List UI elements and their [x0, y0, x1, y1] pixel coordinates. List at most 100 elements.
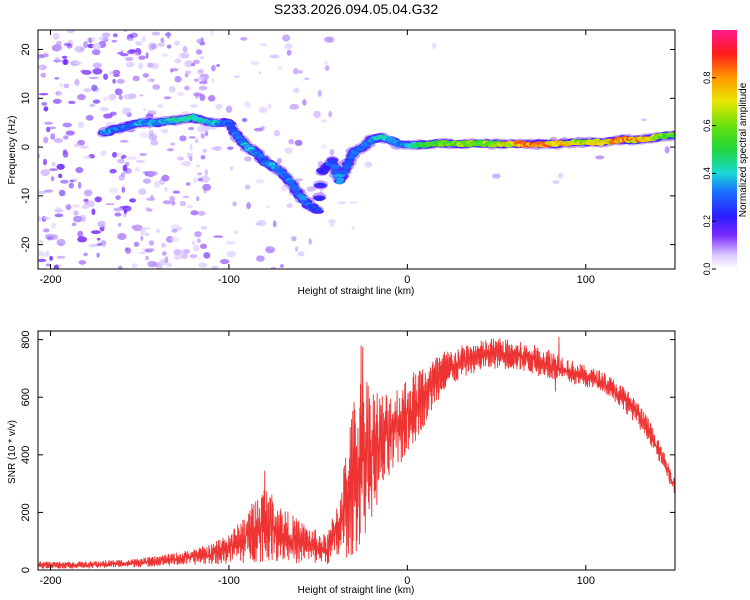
noise-blob [89, 103, 96, 108]
noise-blob [42, 216, 51, 220]
noise-blob [293, 68, 299, 75]
noise-blob [168, 85, 176, 93]
noise-blob [288, 138, 295, 145]
noise-blob [51, 234, 59, 240]
noise-blob [83, 41, 89, 49]
noise-blob [177, 156, 185, 161]
noise-blob [166, 44, 172, 49]
noise-blob [163, 96, 172, 100]
noise-blob [157, 42, 165, 47]
noise-blob [108, 71, 113, 76]
noise-blob [281, 185, 287, 192]
noise-blob [640, 118, 648, 122]
noise-blob [44, 121, 53, 125]
noise-blob [150, 139, 159, 146]
noise-blob [184, 85, 190, 91]
ridge-mark [331, 169, 341, 175]
noise-blob [233, 75, 240, 78]
noise-blob [150, 43, 157, 50]
noise-blob [118, 222, 122, 227]
noise-blob [317, 89, 322, 98]
noise-blob [41, 253, 50, 257]
y-tick-label: 20 [20, 43, 32, 55]
x-tick-label: -200 [39, 575, 61, 587]
noise-blob [140, 228, 146, 236]
noise-blob [150, 194, 154, 202]
noise-blob [258, 106, 268, 114]
noise-blob [53, 59, 62, 63]
noise-blob [119, 205, 129, 209]
noise-blob [138, 251, 147, 255]
noise-blob [92, 68, 103, 75]
noise-blob [51, 162, 56, 167]
y-tick-label: -10 [20, 188, 32, 204]
noise-blob [117, 158, 125, 164]
noise-blob [40, 72, 47, 78]
noise-blob [364, 161, 373, 168]
noise-blob [83, 198, 89, 202]
noise-blob [258, 71, 262, 75]
noise-blob [205, 130, 209, 137]
noise-blob [202, 183, 212, 191]
noise-blob [210, 30, 215, 37]
noise-blob [144, 232, 150, 237]
y-tick-label: 800 [20, 330, 32, 348]
noise-blob [329, 149, 335, 156]
noise-blob [196, 238, 201, 243]
noise-blob [111, 39, 118, 43]
noise-blob [225, 105, 233, 113]
noise-blob [151, 62, 160, 70]
noise-blob [166, 31, 171, 39]
noise-blob [72, 178, 78, 182]
noise-blob [46, 126, 51, 133]
noise-blob [139, 132, 149, 139]
noise-blob [125, 56, 134, 62]
ridge-mark [343, 162, 353, 167]
noise-blob [66, 30, 76, 34]
noise-blob [351, 226, 356, 230]
noise-blob [148, 133, 158, 141]
noise-blob [267, 103, 272, 110]
noise-blob [92, 62, 102, 69]
noise-blob [162, 129, 168, 134]
noise-blob [83, 189, 93, 197]
noise-blob [92, 99, 101, 104]
noise-blob [133, 241, 140, 247]
noise-blob [150, 78, 155, 82]
noise-blob [154, 180, 161, 188]
noise-blob [195, 49, 203, 55]
noise-blob [256, 255, 265, 262]
ridge-mark [337, 177, 345, 182]
noise-blob [121, 154, 127, 159]
noise-blob [51, 222, 57, 229]
ridge-mark [671, 133, 675, 138]
noise-blob [129, 198, 137, 203]
noise-blob [195, 164, 201, 168]
noise-blob [125, 61, 135, 68]
noise-blob [99, 107, 109, 112]
noise-blob [304, 77, 310, 81]
noise-blob [79, 214, 87, 223]
noise-blob [135, 40, 143, 46]
noise-blob [557, 173, 564, 179]
noise-blob [286, 203, 293, 208]
noise-blob [74, 143, 81, 148]
noise-blob [83, 155, 92, 160]
noise-blob [280, 264, 284, 268]
noise-blob [48, 126, 57, 130]
colorbar-tick-label: 0.6 [702, 119, 712, 132]
noise-blob [38, 258, 47, 263]
noise-blob [293, 87, 300, 94]
noise-blob [179, 200, 187, 207]
noise-blob [132, 224, 143, 232]
noise-blob [147, 62, 154, 68]
noise-blob [229, 166, 234, 171]
noise-blob [152, 84, 161, 90]
noise-blob [272, 220, 277, 228]
noise-blob [138, 188, 147, 195]
ridge-mark [314, 208, 322, 212]
noise-blob [63, 83, 70, 89]
noise-blob [97, 220, 106, 228]
noise-blob [57, 92, 63, 96]
